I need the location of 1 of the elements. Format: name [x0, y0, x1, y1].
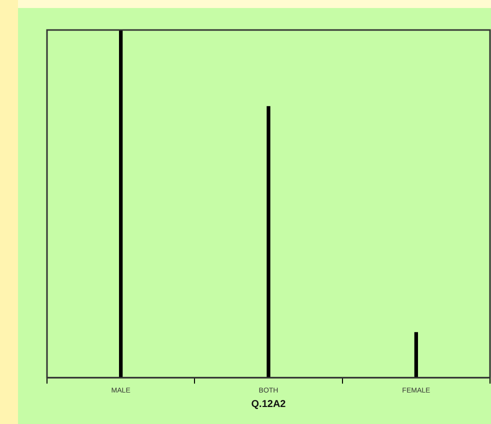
x-axis-title: Q.12A2 [251, 398, 286, 410]
